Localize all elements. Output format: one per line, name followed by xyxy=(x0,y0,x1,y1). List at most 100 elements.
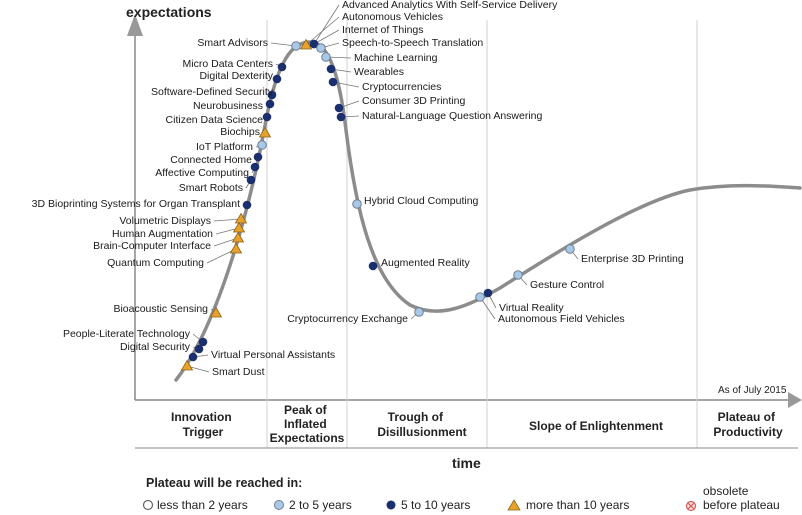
tech-item-machine-learning: Machine Learning xyxy=(321,52,438,64)
tech-item-biochips: Biochips xyxy=(220,126,272,138)
tech-item-smart-robots: Smart Robots xyxy=(179,175,256,194)
dark-circle-marker-icon xyxy=(246,175,256,185)
dark-circle-marker-icon xyxy=(336,112,346,122)
technology-layer: Advanced Analytics With Self-Service Del… xyxy=(32,0,684,378)
tech-label: Brain-Computer Interface xyxy=(93,240,211,252)
phase-plateau-of-productivity: Plateau of Productivity xyxy=(713,410,783,439)
dark-circle-marker-icon xyxy=(253,152,263,162)
tech-label: Digital Security xyxy=(120,341,191,353)
tech-label: Digital Dexterity xyxy=(199,70,273,82)
tech-label: People-Literate Technology xyxy=(63,328,191,340)
legend-title: Plateau will be reached in: xyxy=(146,476,302,490)
y-axis-arrow-icon xyxy=(127,14,143,36)
tech-item-consumer-3d-printing: Consumer 3D Printing xyxy=(334,95,465,113)
tech-label: Software-Defined Security xyxy=(151,86,274,98)
tech-item-bioacoustic-sensing: Bioacoustic Sensing xyxy=(113,303,223,318)
dark-circle-marker-icon xyxy=(328,77,338,87)
tech-label: Smart Dust xyxy=(212,366,265,378)
tech-label: 3D Bioprinting Systems for Organ Transpl… xyxy=(32,198,240,210)
tech-label: Neurobusiness xyxy=(193,100,263,112)
tech-label: Autonomous Vehicles xyxy=(342,11,443,23)
tech-item-smart-advisors: Smart Advisors xyxy=(197,37,301,51)
tech-item-digital-security: Digital Security xyxy=(120,341,204,354)
leader-line xyxy=(313,4,340,45)
tech-label: Quantum Computing xyxy=(107,257,204,269)
tech-label: Natural-Language Question Answering xyxy=(362,110,543,122)
tech-item-iot-platform: IoT Platform xyxy=(196,140,267,153)
tech-label: Autonomous Field Vehicles xyxy=(498,313,625,325)
tech-item-micro-data-centers: Micro Data Centers xyxy=(183,58,287,72)
leader-line xyxy=(332,81,360,88)
tech-item-wearables: Wearables xyxy=(326,64,404,78)
tech-label: Advanced Analytics With Self-Service Del… xyxy=(342,0,558,11)
legend-label-5-to-10-years: 5 to 10 years xyxy=(401,498,470,512)
tech-item-speech-to-speech-translation: Speech-to-Speech Translation xyxy=(316,37,483,53)
tech-item-affective-computing: Affective Computing xyxy=(155,162,260,179)
tech-item-cryptocurrencies: Cryptocurrencies xyxy=(328,77,441,93)
tech-label: Wearables xyxy=(354,66,404,78)
phase-slope-of-enlightenment: Slope of Enlightenment xyxy=(529,419,663,433)
tech-item-enterprise-3d-printing: Enterprise 3D Printing xyxy=(565,244,684,265)
tech-label: Connected Home xyxy=(170,154,252,166)
tech-label: Smart Advisors xyxy=(197,37,268,49)
legend-triangle-icon xyxy=(507,499,521,511)
tech-label: Smart Robots xyxy=(179,182,243,194)
tech-item-3d-bioprinting-systems-for-organ-transplant: 3D Bioprinting Systems for Organ Transpl… xyxy=(32,198,252,210)
legend: Plateau will be reached in: less than 2 … xyxy=(142,476,780,512)
tech-item-natural-language-question-answering: Natural-Language Question Answering xyxy=(336,110,543,122)
triangle-marker-icon xyxy=(180,359,194,371)
tech-label: Cryptocurrency Exchange xyxy=(287,313,408,325)
light-circle-marker-icon xyxy=(291,41,301,51)
dark-circle-marker-icon xyxy=(272,74,282,84)
light-circle-marker-icon xyxy=(513,270,523,280)
tech-item-virtual-personal-assistants: Virtual Personal Assistants xyxy=(188,349,335,362)
tech-label: Virtual Personal Assistants xyxy=(211,349,335,361)
tech-item-internet-of-things: Internet of Things xyxy=(309,24,424,49)
tech-label: IoT Platform xyxy=(196,141,253,153)
tech-item-people-literate-technology: People-Literate Technology xyxy=(63,328,208,347)
dark-circle-marker-icon xyxy=(368,261,378,271)
triangle-marker-icon xyxy=(299,38,313,50)
dark-circle-marker-icon xyxy=(262,112,272,122)
dark-circle-marker-icon xyxy=(334,103,344,113)
triangle-marker-icon xyxy=(234,212,248,224)
legend-label-obsolete: obsolete before plateau xyxy=(703,484,780,512)
legend-cross-circle-icon xyxy=(685,500,697,512)
tech-label: Virtual Reality xyxy=(499,302,564,314)
dark-circle-marker-icon xyxy=(242,200,252,210)
tech-label: Augmented Reality xyxy=(381,257,470,269)
tech-label: Hybrid Cloud Computing xyxy=(364,195,479,207)
legend-dark-circle-icon xyxy=(386,500,396,510)
tech-item-gesture-control: Gesture Control xyxy=(513,270,604,291)
triangle-marker-icon xyxy=(231,231,245,243)
leader-line xyxy=(313,29,340,45)
legend-label-2-to-5-years: 2 to 5 years xyxy=(289,498,352,512)
tech-item-brain-computer-interface: Brain-Computer Interface xyxy=(93,231,245,252)
light-circle-marker-icon xyxy=(414,307,424,317)
tech-label: Speech-to-Speech Translation xyxy=(342,37,483,49)
legend-open-circle-icon xyxy=(142,499,154,511)
tech-label: Cryptocurrencies xyxy=(362,81,441,93)
legend-light-circle-icon xyxy=(274,500,284,510)
dark-circle-marker-icon xyxy=(198,337,208,347)
triangle-marker-icon xyxy=(209,306,223,318)
phase-innovation-trigger: Innovation Trigger xyxy=(171,410,235,439)
x-axis-arrow-icon xyxy=(788,392,802,408)
tech-label: Internet of Things xyxy=(342,24,424,36)
tech-item-quantum-computing: Quantum Computing xyxy=(107,242,243,269)
phase-trough-of-disillusionment: Trough of Disillusionment xyxy=(377,410,466,439)
tech-label: Affective Computing xyxy=(155,167,249,179)
tech-item-human-augmentation: Human Augmentation xyxy=(112,221,246,240)
dark-circle-marker-icon xyxy=(265,99,275,109)
tech-item-hybrid-cloud-computing: Hybrid Cloud Computing xyxy=(352,195,479,209)
tech-label: Bioacoustic Sensing xyxy=(113,303,208,315)
dark-circle-marker-icon xyxy=(326,64,336,74)
leader-line xyxy=(305,16,340,46)
tech-item-volumetric-displays: Volumetric Displays xyxy=(119,212,248,227)
x-axis-title: time xyxy=(452,455,481,471)
leader-line xyxy=(213,218,242,222)
light-circle-marker-icon xyxy=(316,43,326,53)
tech-item-autonomous-vehicles: Autonomous Vehicles xyxy=(299,11,443,50)
light-circle-marker-icon xyxy=(475,292,485,302)
